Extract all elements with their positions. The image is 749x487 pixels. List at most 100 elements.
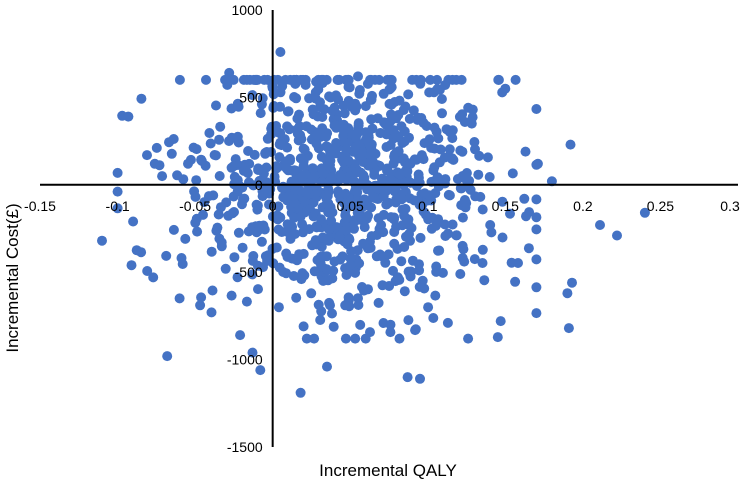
data-point	[317, 123, 328, 134]
data-point	[306, 288, 317, 299]
data-point	[271, 161, 282, 172]
data-point	[334, 232, 345, 243]
data-point	[337, 251, 348, 262]
data-point	[189, 186, 200, 197]
data-point	[345, 260, 356, 271]
data-point	[410, 325, 421, 336]
data-point	[612, 230, 622, 241]
data-point	[298, 156, 309, 167]
data-point	[444, 190, 455, 201]
data-point	[333, 186, 344, 197]
data-point	[148, 272, 159, 283]
data-point	[520, 146, 531, 157]
x-tick-label: -0.05	[179, 198, 211, 214]
data-point	[567, 277, 577, 288]
data-point	[531, 224, 542, 235]
data-point	[443, 228, 454, 239]
data-point	[416, 150, 427, 161]
data-point	[315, 315, 326, 325]
data-point	[367, 123, 378, 134]
data-point	[289, 212, 300, 223]
data-point	[309, 333, 320, 344]
data-point	[340, 333, 351, 344]
data-point	[469, 137, 480, 147]
data-point	[262, 133, 273, 144]
data-point	[318, 169, 329, 179]
data-point	[339, 108, 350, 119]
data-point	[307, 163, 318, 174]
data-point	[294, 249, 305, 260]
data-point	[375, 128, 386, 138]
data-point	[425, 74, 436, 85]
y-tick-label: -1000	[227, 352, 263, 368]
data-point	[278, 267, 289, 277]
data-point	[403, 89, 414, 100]
data-point	[327, 105, 338, 116]
x-tick-label: 0	[269, 198, 277, 214]
data-point	[203, 191, 214, 202]
data-point	[117, 110, 128, 121]
data-point	[386, 99, 397, 110]
data-point	[358, 170, 369, 181]
data-point	[341, 270, 352, 280]
data-point	[211, 100, 221, 111]
data-point	[442, 317, 453, 328]
data-point	[470, 191, 481, 202]
data-point	[365, 327, 375, 338]
data-point	[360, 101, 371, 112]
data-point	[316, 214, 326, 225]
data-point	[369, 193, 380, 203]
data-point	[505, 208, 515, 219]
data-point	[215, 121, 226, 132]
data-point	[285, 74, 296, 85]
data-point	[510, 276, 521, 287]
data-point	[256, 99, 267, 110]
y-tick-label: -500	[235, 264, 263, 280]
data-point	[459, 117, 470, 127]
data-point	[421, 209, 431, 220]
data-point	[352, 128, 363, 139]
data-point	[316, 151, 327, 162]
data-point	[311, 129, 322, 140]
data-point	[206, 246, 217, 257]
data-point	[414, 199, 425, 210]
data-point	[373, 297, 384, 308]
data-point	[174, 74, 185, 85]
data-point	[317, 112, 328, 122]
data-point	[227, 208, 238, 219]
data-point	[284, 191, 294, 202]
data-point	[288, 271, 299, 281]
data-point	[378, 318, 389, 328]
data-point	[168, 134, 179, 144]
x-tick-label: 0.05	[337, 198, 364, 214]
data-point	[323, 275, 333, 286]
data-point	[233, 101, 244, 112]
data-point	[451, 230, 462, 241]
data-point	[316, 306, 327, 317]
data-point	[244, 74, 255, 85]
data-point	[459, 256, 470, 267]
data-point	[273, 224, 284, 235]
data-point	[316, 74, 327, 85]
data-point	[226, 162, 237, 173]
data-point	[198, 209, 208, 220]
data-point	[340, 188, 351, 199]
data-point	[389, 214, 399, 225]
data-point	[247, 269, 258, 280]
data-point	[531, 254, 542, 265]
data-point	[414, 259, 424, 270]
data-point	[403, 315, 414, 326]
data-point	[595, 220, 605, 230]
data-point	[313, 84, 324, 95]
data-point	[331, 90, 341, 101]
data-point	[297, 219, 308, 230]
data-point	[324, 224, 334, 235]
data-point	[292, 113, 303, 124]
data-point	[191, 144, 202, 155]
data-point	[233, 137, 244, 148]
data-point	[477, 244, 488, 255]
data-point	[348, 175, 359, 186]
data-point	[340, 300, 351, 311]
data-point	[363, 284, 373, 295]
